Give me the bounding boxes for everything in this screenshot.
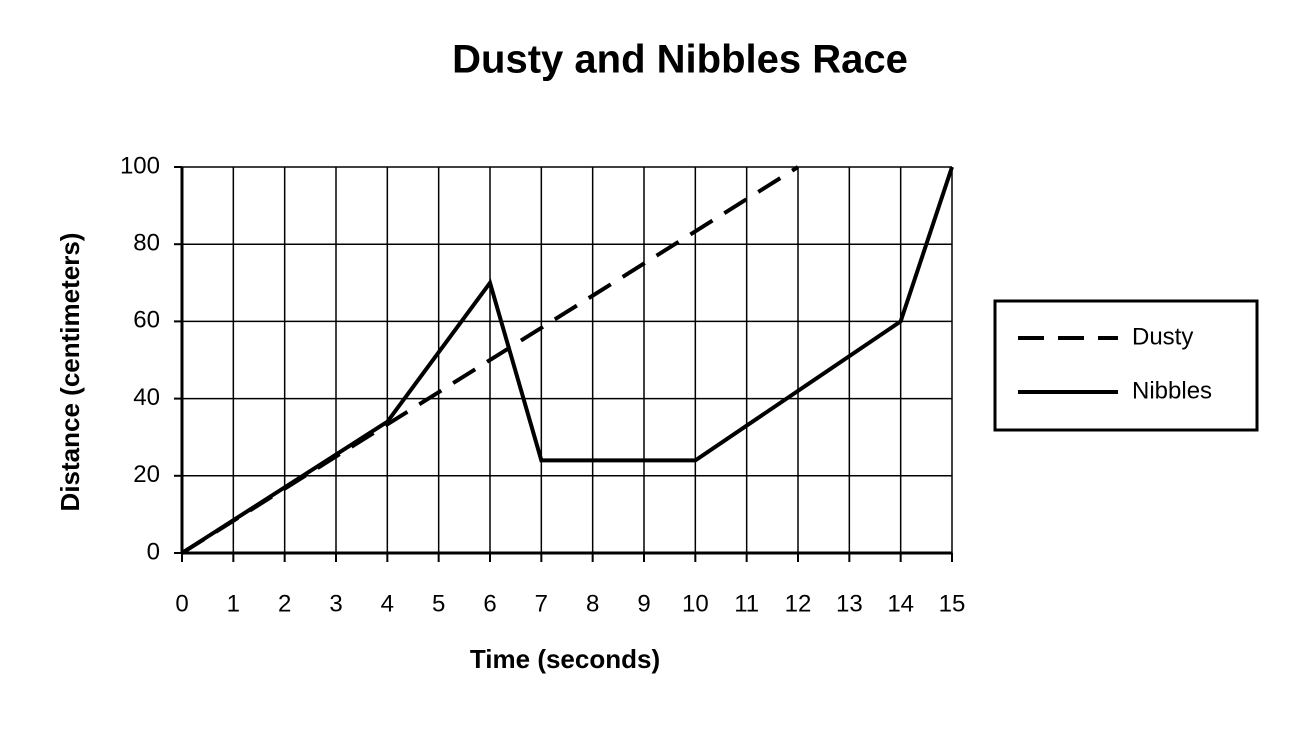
- y-tick-label: 20: [133, 461, 160, 488]
- legend-label: Nibbles: [1132, 377, 1212, 404]
- x-axis-label: Time (seconds): [470, 644, 660, 674]
- x-tick-label: 4: [381, 590, 394, 617]
- y-tick-label: 40: [133, 384, 160, 411]
- x-tick-label: 6: [483, 590, 496, 617]
- x-tick-label: 12: [785, 590, 812, 617]
- x-tick-label: 3: [329, 590, 342, 617]
- x-tick-label: 8: [586, 590, 599, 617]
- x-tick-label: 7: [535, 590, 548, 617]
- x-tick-label: 1: [227, 590, 240, 617]
- y-tick-label: 80: [133, 230, 160, 257]
- x-tick-label: 0: [175, 590, 188, 617]
- y-tick-label: 100: [120, 152, 160, 179]
- y-tick-label: 60: [133, 307, 160, 334]
- x-tick-label: 11: [734, 590, 759, 617]
- legend-box: [993, 299, 1259, 432]
- x-tick-label: 5: [432, 590, 445, 617]
- x-tick-label: 10: [682, 590, 709, 617]
- legend-label: Dusty: [1132, 323, 1193, 350]
- x-tick-label: 9: [637, 590, 650, 617]
- x-tick-label: 15: [939, 590, 966, 617]
- x-tick-label: 2: [278, 590, 291, 617]
- line-series: [180, 166, 954, 555]
- chart-title: Dusty and Nibbles Race: [452, 38, 908, 82]
- y-axis-label: Distance (centimeters): [55, 233, 85, 512]
- x-tick-label: 13: [836, 590, 863, 617]
- y-tick-label: 0: [147, 538, 160, 565]
- x-tick-label: 14: [887, 590, 914, 617]
